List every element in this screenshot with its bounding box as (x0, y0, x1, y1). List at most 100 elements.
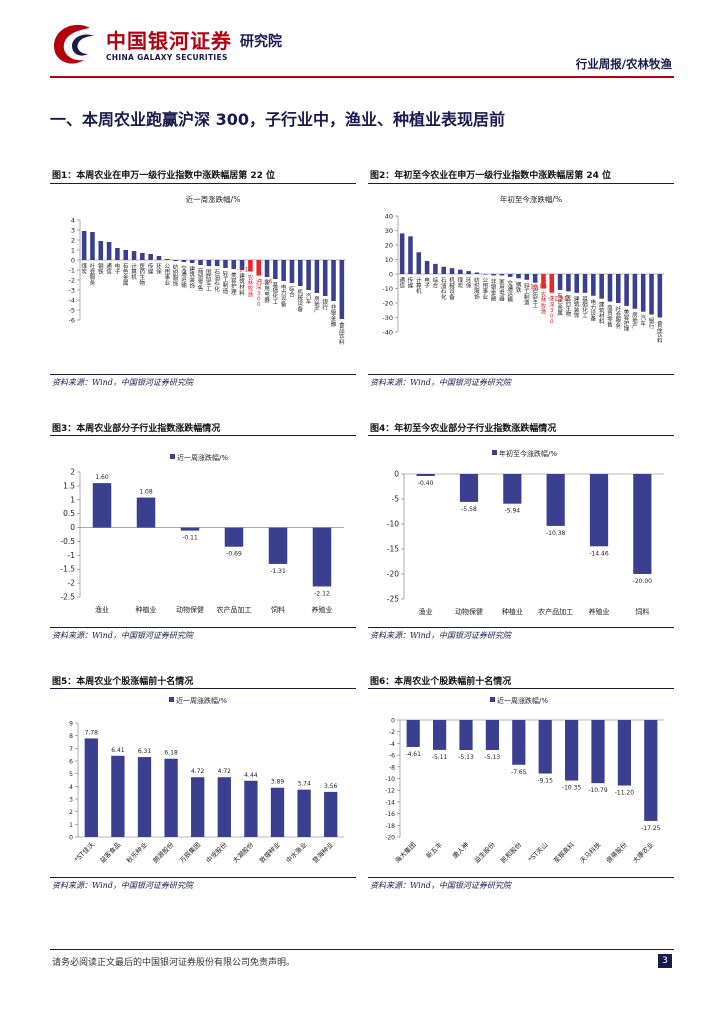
category-label: 食品饮料 (339, 321, 345, 346)
category-label: 交通运输 (507, 279, 513, 304)
category-label: 种植业 (502, 607, 523, 616)
y-tick-label: -4 (389, 741, 395, 748)
bar (206, 260, 212, 266)
bar (140, 253, 145, 260)
category-label: 石油石化 (214, 269, 220, 293)
bar (198, 260, 203, 265)
y-tick-label: 1 (71, 247, 75, 255)
data-label: -5.94 (505, 508, 521, 515)
category-label: 建筑材料 (239, 272, 245, 297)
bar (324, 791, 338, 837)
category-label: 煤炭 (458, 276, 464, 290)
category-label: 养殖业 (589, 607, 610, 616)
category-label: 基础化工 (582, 295, 588, 320)
bar (649, 274, 654, 315)
y-tick-label: -1 (69, 267, 75, 275)
bar (164, 758, 178, 837)
y-tick-label: 5 (69, 771, 73, 778)
data-label: -10.79 (588, 787, 608, 794)
category-label: 环保 (466, 277, 472, 290)
bar (624, 274, 629, 306)
bar (131, 251, 137, 260)
chart-top-gainers: 近一周涨跌幅/% 9 8 7 6 5 4 3 2 1 0*ST佳沃 7.78 益客食品 6.41 秋乐种业 6… (69, 696, 344, 865)
company-name-cn: 中国银河证券 (106, 29, 232, 53)
bar (474, 272, 480, 274)
category-label: 益客食品 (98, 840, 123, 865)
bar (224, 527, 244, 547)
y-tick-label: -10 (385, 776, 395, 783)
category-label: 沪深 3 0 0 (549, 295, 555, 325)
category-label: 综合 (289, 285, 295, 299)
category-label: 朗源股份 (151, 840, 176, 865)
data-label: 3.89 (271, 779, 285, 786)
data-label: -10.35 (562, 785, 582, 792)
category-label: 美容护理 (624, 308, 630, 333)
category-label: 医药生物 (140, 263, 146, 287)
bar (507, 274, 513, 277)
institute-name: 研究院 (240, 34, 282, 50)
y-tick-label: 10 (385, 256, 393, 264)
y-tick-label: 3 (69, 797, 73, 804)
bar (524, 274, 530, 280)
figure-6-source-rule (368, 877, 674, 878)
bar (98, 241, 104, 260)
y-tick-label: -40 (382, 329, 393, 337)
bar (214, 260, 220, 266)
y-tick-label: -2 (389, 729, 395, 736)
category-label: 石油石化 (441, 277, 447, 301)
figure-2-source-rule (368, 374, 674, 375)
bar (615, 274, 621, 303)
category-label: 登海种业 (310, 840, 335, 865)
bar (574, 274, 580, 293)
y-tick-label: -1 (68, 551, 76, 560)
category-label: 轻工制造 (223, 270, 229, 295)
y-tick-label: -20 (387, 570, 399, 579)
category-label: 电子 (115, 262, 121, 276)
category-label: 公用事业 (164, 264, 170, 287)
y-tick-label: 6 (69, 759, 73, 766)
data-label: 6.18 (164, 750, 178, 757)
y-tick-label: 30 (385, 227, 393, 235)
y-tick-label: -2.5 (60, 593, 75, 602)
y-tick-label: -14 (385, 799, 395, 806)
category-label: 大康农业 (630, 840, 655, 865)
bar (441, 266, 447, 274)
bar (181, 260, 187, 262)
bar (433, 263, 438, 274)
y-tick-label: -6 (389, 753, 395, 760)
category-label: 唐人神 (450, 840, 470, 860)
legend-swatch (170, 454, 175, 459)
category-label: 商贸零售 (198, 267, 204, 292)
category-label: 荃银高科 (551, 840, 576, 865)
data-label: -5.13 (485, 754, 501, 761)
data-label: -7.65 (511, 769, 527, 776)
bar (297, 789, 311, 837)
data-label: 3.74 (297, 781, 311, 788)
bar (281, 260, 286, 281)
data-label: -1.15 (237, 267, 253, 274)
category-label: 食品饮料 (657, 320, 663, 345)
y-tick-label: -5 (69, 307, 75, 315)
category-label: 国防军工 (532, 286, 538, 310)
figure-2-source: 资料来源：Wind，中国银河证券研究院 (370, 378, 511, 387)
category-label: 渔业 (95, 605, 109, 614)
legend-swatch (169, 697, 174, 702)
category-label: 中水渔业 (284, 840, 309, 865)
category-label: 民和股份 (498, 840, 523, 865)
category-label: 有色金属 (123, 262, 129, 287)
figure-5-rule (50, 688, 356, 689)
data-label: -0.69 (226, 551, 242, 558)
bar (84, 738, 98, 837)
category-label: 公用事业 (482, 278, 488, 301)
data-label: 1.60 (95, 474, 109, 481)
data-label: -4.61 (405, 751, 421, 758)
category-label: 通信 (106, 262, 112, 276)
y-tick-label: 4 (71, 217, 75, 225)
y-tick-label: 0 (70, 523, 75, 532)
category-label: 计算机 (416, 276, 422, 295)
y-tick-label: 0 (389, 271, 393, 279)
bar (640, 274, 646, 312)
bar (657, 274, 663, 318)
bar (459, 474, 479, 502)
